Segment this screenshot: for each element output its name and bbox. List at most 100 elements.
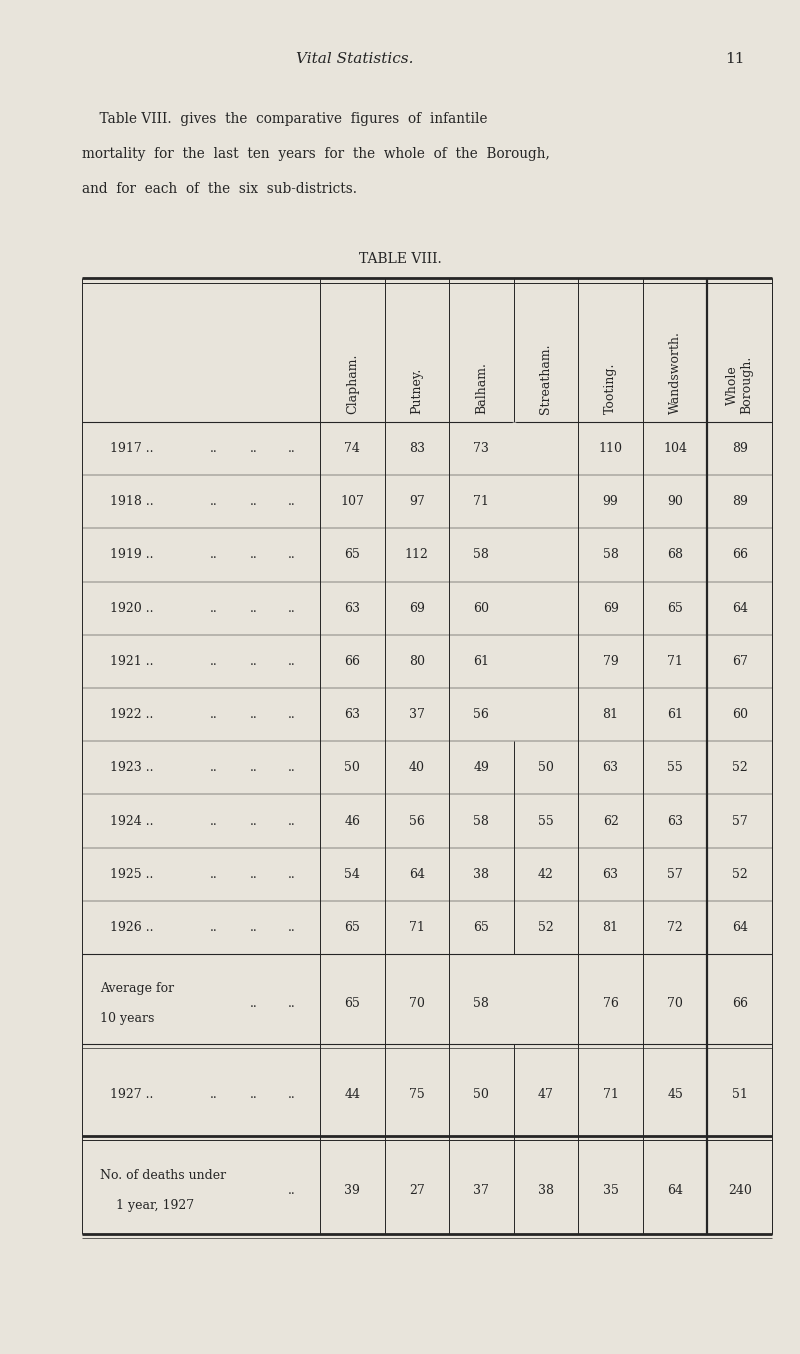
Text: 52: 52: [732, 761, 747, 774]
Text: 63: 63: [602, 761, 618, 774]
Text: 74: 74: [344, 443, 360, 455]
Text: 50: 50: [474, 1087, 490, 1101]
Text: ..: ..: [210, 443, 218, 455]
Text: 60: 60: [474, 601, 490, 615]
Text: 80: 80: [409, 655, 425, 668]
Text: Putney.: Putney.: [410, 368, 423, 414]
Text: 99: 99: [602, 496, 618, 508]
Text: 75: 75: [409, 1087, 425, 1101]
Text: 1 year, 1927: 1 year, 1927: [100, 1200, 194, 1212]
Text: Table VIII.  gives  the  comparative  figures  of  infantile: Table VIII. gives the comparative figure…: [82, 112, 487, 126]
Text: 46: 46: [344, 815, 360, 827]
Text: ..: ..: [250, 443, 258, 455]
Text: ..: ..: [250, 815, 258, 827]
Text: 63: 63: [344, 708, 360, 722]
Text: 107: 107: [340, 496, 364, 508]
Text: 40: 40: [409, 761, 425, 774]
Text: 50: 50: [344, 761, 360, 774]
Text: 65: 65: [344, 921, 360, 934]
Text: 56: 56: [474, 708, 490, 722]
Text: 81: 81: [602, 708, 618, 722]
Text: 38: 38: [538, 1183, 554, 1197]
Text: TABLE VIII.: TABLE VIII.: [358, 252, 442, 265]
Text: 1923 ..: 1923 ..: [110, 761, 154, 774]
Text: ..: ..: [288, 997, 296, 1010]
Text: 1924 ..: 1924 ..: [110, 815, 154, 827]
Text: 89: 89: [732, 443, 748, 455]
Text: 66: 66: [732, 548, 748, 562]
Text: 1918 ..: 1918 ..: [110, 496, 154, 508]
Text: 110: 110: [598, 443, 622, 455]
Text: ..: ..: [288, 761, 296, 774]
Text: 57: 57: [732, 815, 747, 827]
Text: 47: 47: [538, 1087, 554, 1101]
Text: 58: 58: [474, 815, 490, 827]
Text: 35: 35: [602, 1183, 618, 1197]
Text: ..: ..: [288, 496, 296, 508]
Text: 61: 61: [474, 655, 490, 668]
Text: 65: 65: [474, 921, 490, 934]
Text: ..: ..: [250, 921, 258, 934]
Text: 42: 42: [538, 868, 554, 880]
Text: 11: 11: [726, 51, 745, 66]
Text: 66: 66: [344, 655, 360, 668]
Text: 58: 58: [474, 548, 490, 562]
Text: 71: 71: [602, 1087, 618, 1101]
Text: 65: 65: [667, 601, 683, 615]
Text: 55: 55: [538, 815, 554, 827]
Text: 50: 50: [538, 761, 554, 774]
Text: ..: ..: [250, 601, 258, 615]
Text: ..: ..: [288, 548, 296, 562]
Text: 44: 44: [344, 1087, 360, 1101]
Text: 1922 ..: 1922 ..: [110, 708, 154, 722]
Text: 97: 97: [409, 496, 425, 508]
Text: ..: ..: [210, 655, 218, 668]
Text: 89: 89: [732, 496, 748, 508]
Text: ..: ..: [288, 1087, 296, 1101]
Text: 61: 61: [667, 708, 683, 722]
Text: ..: ..: [288, 443, 296, 455]
Text: 1921 ..: 1921 ..: [110, 655, 154, 668]
Text: 1927 ..: 1927 ..: [110, 1087, 154, 1101]
Text: ..: ..: [210, 601, 218, 615]
Text: 49: 49: [474, 761, 490, 774]
Text: 65: 65: [344, 997, 360, 1010]
Text: ..: ..: [250, 997, 258, 1010]
Text: 52: 52: [538, 921, 554, 934]
Text: ..: ..: [210, 496, 218, 508]
Text: 51: 51: [732, 1087, 748, 1101]
Text: 66: 66: [732, 997, 748, 1010]
Text: 45: 45: [667, 1087, 683, 1101]
Text: 73: 73: [474, 443, 490, 455]
Text: Tooting.: Tooting.: [604, 363, 617, 414]
Text: 81: 81: [602, 921, 618, 934]
Text: 64: 64: [667, 1183, 683, 1197]
Text: ..: ..: [210, 868, 218, 880]
Text: ..: ..: [210, 815, 218, 827]
Text: 1926 ..: 1926 ..: [110, 921, 154, 934]
Text: 1925 ..: 1925 ..: [110, 868, 154, 880]
Text: Balham.: Balham.: [475, 362, 488, 414]
Text: ..: ..: [250, 761, 258, 774]
Text: Streatham.: Streatham.: [539, 344, 553, 414]
Text: Average for: Average for: [100, 982, 174, 995]
Text: ..: ..: [250, 708, 258, 722]
Text: 68: 68: [667, 548, 683, 562]
Text: ..: ..: [288, 815, 296, 827]
Text: 1917 ..: 1917 ..: [110, 443, 154, 455]
Text: 90: 90: [667, 496, 683, 508]
Text: 64: 64: [409, 868, 425, 880]
Text: 39: 39: [344, 1183, 360, 1197]
Text: 63: 63: [667, 815, 683, 827]
Text: 62: 62: [602, 815, 618, 827]
Text: 55: 55: [667, 761, 683, 774]
Text: 64: 64: [732, 601, 748, 615]
Text: 70: 70: [667, 997, 683, 1010]
Text: 27: 27: [409, 1183, 425, 1197]
Text: 67: 67: [732, 655, 748, 668]
Text: 1919 ..: 1919 ..: [110, 548, 154, 562]
Text: 83: 83: [409, 443, 425, 455]
Text: ..: ..: [250, 1087, 258, 1101]
Text: 57: 57: [667, 868, 683, 880]
Text: 70: 70: [409, 997, 425, 1010]
